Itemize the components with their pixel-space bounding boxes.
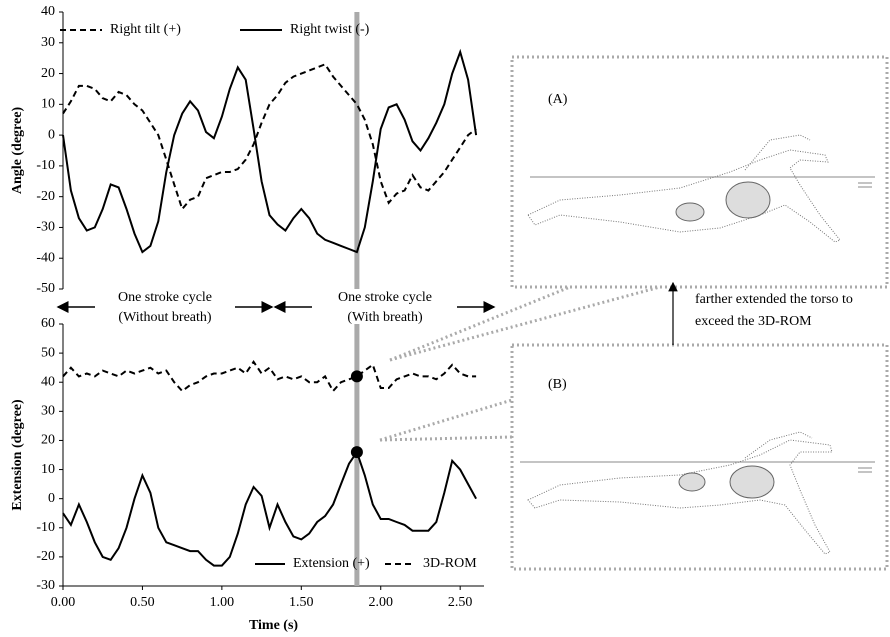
swimmer-a [527,134,875,243]
legend-label: Right tilt (+) [110,22,181,37]
y-tick-label: -20 [36,549,55,564]
y-axis-label: Angle (degree) [10,107,25,195]
cycle-annotation: One stroke cycle (Without breath) One st… [56,290,496,325]
y-tick-label: -40 [36,250,55,265]
y-tick-label: 60 [41,316,55,331]
swimmer-b [520,431,875,555]
pelvis [675,202,705,222]
y-tick-label: -30 [36,220,55,235]
panel-a [510,55,889,289]
panel-b [510,343,889,571]
y-tick-label: -30 [36,578,55,593]
diagram: (A) (B) farther extended the torso to ex… [379,55,889,571]
y-tick-label: 20 [41,66,55,81]
connector [389,285,571,362]
x-tick-label: 2.00 [368,595,393,610]
y-tick-label: -10 [36,520,55,535]
highlight-point [350,446,363,459]
note: farther extended the torso to [695,292,853,307]
series-line [62,449,477,567]
ribcage [729,465,775,499]
series-line [62,63,477,212]
x-tick-label: 0.50 [130,595,155,610]
series-line [62,48,478,254]
connector [389,285,661,362]
cycle-label: One stroke cycle [338,290,432,305]
ribcage [725,181,771,219]
cycle-label: (With breath) [347,310,423,325]
connector [379,435,513,442]
legend-label: 3D-ROM [423,556,477,571]
series-line [62,360,477,393]
y-tick-label: 40 [41,4,55,19]
y-tick-label: 50 [41,345,55,360]
y-tick-label: 10 [41,97,55,112]
panel-label: (B) [548,377,567,392]
y-tick-label: 0 [48,491,55,506]
x-tick-label: 1.50 [289,595,314,610]
panel-label: (A) [548,92,568,107]
y-tick-label: 30 [41,404,55,419]
y-axis-label: Extension (degree) [10,399,25,511]
y-tick-label: 20 [41,433,55,448]
x-tick-label: 0.00 [51,595,76,610]
y-tick-label: 30 [41,35,55,50]
cycle-label: (Without breath) [118,310,211,325]
y-tick-label: 10 [41,462,55,477]
x-tick-label: 1.00 [210,595,235,610]
highlight-point [350,370,363,383]
x-axis-label: Time (s) [249,618,298,633]
x-tick-label: 2.50 [448,595,473,610]
pelvis [678,472,706,492]
y-tick-label: 0 [48,127,55,142]
y-tick-label: -50 [36,281,55,296]
body-outline [527,149,841,243]
note: exceed the 3D-ROM [695,314,812,329]
body-outline [527,439,833,555]
y-tick-label: 40 [41,374,55,389]
y-tick-label: -20 [36,189,55,204]
arm-outline [744,134,811,171]
arm-outline [744,431,813,459]
legend-label: Right twist (-) [290,22,370,37]
cycle-label: One stroke cycle [118,290,212,305]
legend-label: Extension (+) [293,556,370,571]
connector [379,398,513,442]
y-tick-label: -10 [36,158,55,173]
